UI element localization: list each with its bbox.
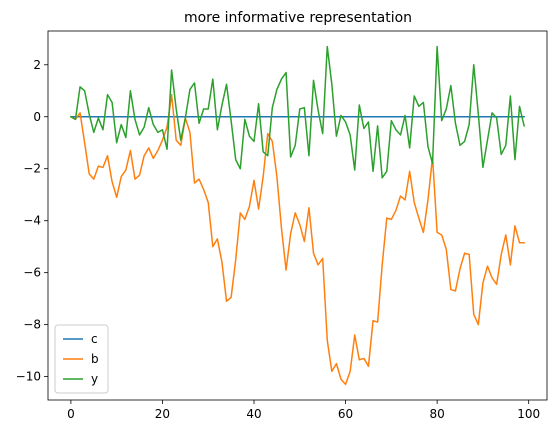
x-tick-label: 100 — [517, 407, 540, 421]
legend-label-y: y — [91, 372, 98, 386]
y-tick-label: −10 — [16, 370, 41, 384]
y-tick-label: 2 — [33, 58, 41, 72]
series-line-y — [69, 45, 526, 179]
y-tick-label: 0 — [33, 110, 41, 124]
legend-label-b: b — [91, 352, 99, 366]
x-tick-label: 0 — [67, 407, 75, 421]
legend-label-c: c — [91, 332, 98, 346]
series-line-b — [69, 93, 525, 386]
axes-frame — [47, 30, 548, 401]
y-tick-label: −8 — [23, 318, 41, 332]
x-tick-label: 80 — [429, 407, 444, 421]
x-tick-label: 60 — [338, 407, 353, 421]
x-tick-label: 40 — [246, 407, 261, 421]
chart-title: more informative representation — [184, 10, 412, 26]
y-tick-label: −4 — [23, 214, 41, 228]
y-tick-label: −6 — [23, 266, 41, 280]
y-tick-label: −2 — [23, 162, 41, 176]
x-tick-label: 20 — [155, 407, 170, 421]
